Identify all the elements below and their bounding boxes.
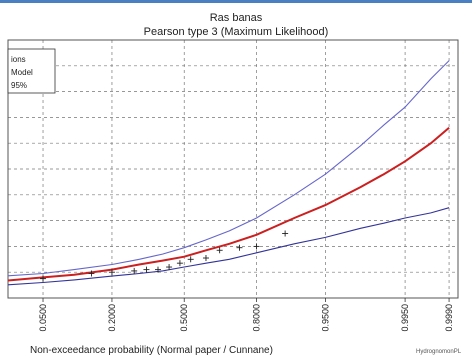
chart-subtitle: Pearson type 3 (Maximum Likelihood) <box>143 26 329 38</box>
legend: ions Model 95% <box>7 48 56 94</box>
legend-entry-confidence: 95% <box>11 81 27 90</box>
legend-entry-model: Model <box>11 68 33 77</box>
observations <box>40 230 289 282</box>
curves <box>8 60 450 286</box>
plot-frame <box>7 39 459 299</box>
top-accent-bar <box>0 0 472 3</box>
series-line-lower-95 <box>8 207 450 286</box>
series-line-fitted <box>8 126 450 282</box>
x-axis-label: Non-exceedance probability (Normal paper… <box>30 345 273 356</box>
x-tick-label: 0.9990 <box>444 304 454 332</box>
software-credit: HydrognomonPL <box>416 349 462 355</box>
x-tick-label: 0.0500 <box>38 304 48 332</box>
legend-box <box>7 48 56 94</box>
chart-title: Ras banas <box>209 12 263 24</box>
x-tick-label: 0.2000 <box>107 304 117 332</box>
legend-entry-observations: ions <box>11 55 26 64</box>
series-line-upper-95 <box>8 60 450 277</box>
x-tick-label: 0.9950 <box>400 304 410 332</box>
x-tick-label: 0.5000 <box>179 304 189 332</box>
x-tick-label: 0.8000 <box>251 304 261 332</box>
x-tick-label: 0.9500 <box>320 304 330 332</box>
x-ticks: 0.0500 0.2000 0.5000 0.8000 0.9500 0.9950 0.99… <box>38 298 454 332</box>
